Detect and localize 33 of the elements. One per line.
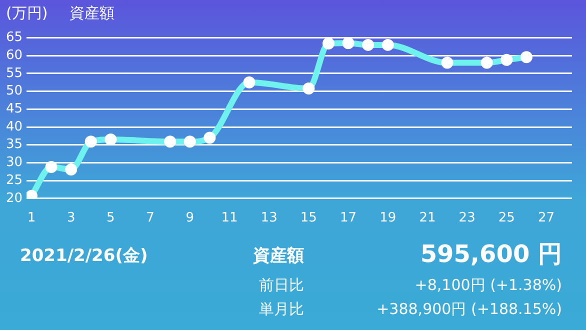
y-tick-label: 25 (6, 172, 23, 188)
x-tick-label: 19 (380, 210, 396, 226)
text: 単月比 (259, 300, 304, 319)
y-tick-label: 65 (6, 30, 23, 46)
text: 2021/2/26(金) (20, 245, 148, 267)
y-tick-label: 35 (6, 137, 23, 152)
x-tick-label: 21 (419, 210, 436, 226)
y-tick-label: 60 (6, 48, 23, 64)
x-tick-label: 17 (340, 210, 357, 226)
text: 前日比 (259, 276, 304, 295)
x-tick-label: 11 (221, 210, 238, 226)
chart-title: 資産額 (70, 4, 115, 22)
y-tick-label: 30 (6, 155, 23, 170)
y-tick-label: 40 (6, 119, 23, 134)
x-tick-label: 25 (498, 210, 515, 226)
x-tick-label: 23 (458, 210, 476, 226)
y-tick-label: 20 (6, 190, 23, 206)
x-tick-label: 1 (27, 210, 36, 226)
x-tick-label: 3 (66, 210, 76, 226)
x-tick-label: 13 (260, 210, 278, 226)
x-tick-label: 7 (146, 210, 154, 226)
y-axis-title: (万円) (6, 4, 48, 22)
y-tick-label: 50 (6, 84, 23, 99)
x-tick-label: 15 (300, 210, 317, 226)
text: +388,900円 (+188.15%) (376, 300, 562, 319)
x-tick-label: 9 (186, 210, 194, 226)
x-tick-label: 5 (106, 210, 115, 226)
text: 資産額 (253, 245, 304, 267)
text: +8,100円 (+1.38%) (414, 276, 562, 295)
text: 595,600 円 (420, 239, 562, 270)
x-tick-label: 27 (538, 210, 555, 226)
y-tick-label: 55 (6, 66, 23, 81)
y-tick-label: 45 (6, 102, 23, 117)
